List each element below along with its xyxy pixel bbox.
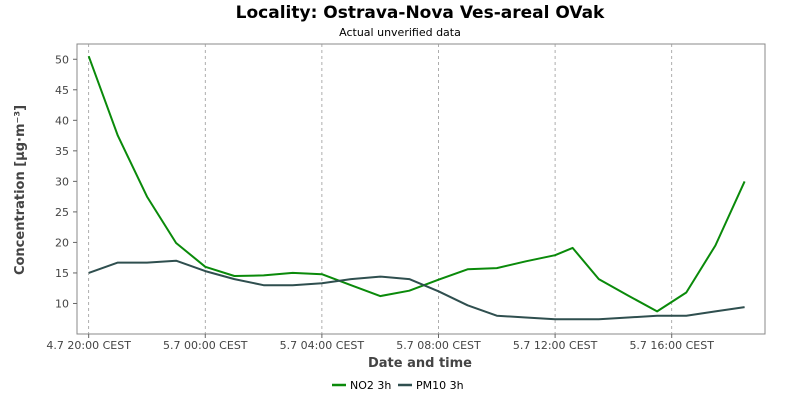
y-axis-label: Concentration [µg·m⁻³] xyxy=(13,105,28,275)
x-tick-label: 4.7 20:00 CEST xyxy=(46,339,131,352)
legend-label: NO2 3h xyxy=(350,379,391,392)
y-tick-label: 10 xyxy=(55,297,69,310)
x-axis-label: Date and time xyxy=(368,356,472,371)
x-axis-ticks: 4.7 20:00 CEST 5.7 00:00 CEST 5.7 04:00 CE… xyxy=(46,334,714,352)
y-tick-label: 40 xyxy=(55,114,69,127)
plot-area xyxy=(76,43,766,335)
y-tick-label: 15 xyxy=(55,267,69,280)
grid xyxy=(88,44,673,334)
series-line-pm10 xyxy=(88,259,745,321)
y-tick-label: 20 xyxy=(55,236,69,249)
y-tick-label: 35 xyxy=(55,145,69,158)
x-tick-label: 5.7 08:00 CEST xyxy=(396,339,481,352)
y-axis-ticks: 10 15 20 25 30 35 40 45 50 xyxy=(55,53,77,310)
x-tick-label: 5.7 16:00 CEST xyxy=(629,339,714,352)
y-tick-label: 50 xyxy=(55,53,69,66)
y-tick-label: 30 xyxy=(55,175,69,188)
legend-label: PM10 3h xyxy=(416,379,464,392)
legend: NO2 3h PM10 3h xyxy=(332,379,464,392)
y-tick-label: 45 xyxy=(55,84,69,97)
chart-title: Locality: Ostrava-Nova Ves-areal OVak xyxy=(236,3,605,23)
x-tick-label: 5.7 04:00 CEST xyxy=(280,339,365,352)
x-tick-label: 5.7 12:00 CEST xyxy=(513,339,598,352)
y-tick-label: 25 xyxy=(55,206,69,219)
x-tick-label: 5.7 00:00 CEST xyxy=(163,339,248,352)
chart-subtitle: Actual unverified data xyxy=(339,26,461,39)
series-lines xyxy=(87,55,746,321)
